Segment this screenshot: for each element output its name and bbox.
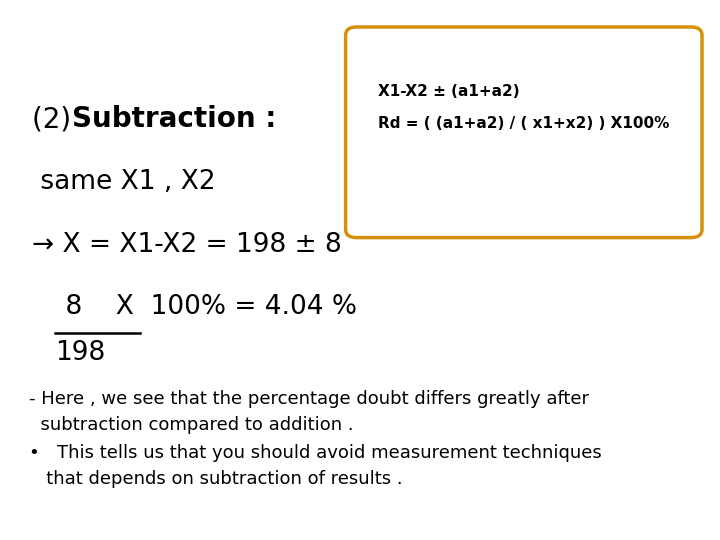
Text: same X1 , X2: same X1 , X2 <box>32 169 216 195</box>
Text: that depends on subtraction of results .: that depends on subtraction of results . <box>29 470 402 488</box>
Text: X1-X2 ± (a1+a2): X1-X2 ± (a1+a2) <box>378 84 520 99</box>
Text: → X = X1-X2 = 198 ± 8: → X = X1-X2 = 198 ± 8 <box>32 232 342 258</box>
Text: 198: 198 <box>55 340 105 366</box>
Text: •   This tells us that you should avoid measurement techniques: • This tells us that you should avoid me… <box>29 444 601 462</box>
Text: Subtraction :: Subtraction : <box>72 105 276 133</box>
Text: 8    X  100% = 4.04 %: 8 X 100% = 4.04 % <box>32 294 357 320</box>
Text: (2): (2) <box>32 105 81 133</box>
Text: subtraction compared to addition .: subtraction compared to addition . <box>29 416 354 434</box>
FancyBboxPatch shape <box>346 27 702 238</box>
Text: - Here , we see that the percentage doubt differs greatly after: - Here , we see that the percentage doub… <box>29 390 589 408</box>
Text: Rd = ( (a1+a2) / ( x1+x2) ) X100%: Rd = ( (a1+a2) / ( x1+x2) ) X100% <box>378 116 670 131</box>
